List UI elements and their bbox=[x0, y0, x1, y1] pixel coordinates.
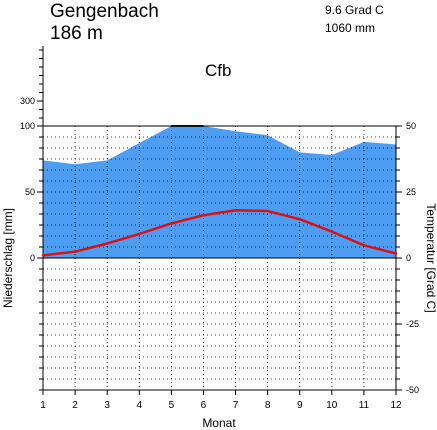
x-tick-label: 11 bbox=[359, 400, 370, 411]
temperature-point bbox=[138, 232, 141, 236]
temperature-point bbox=[234, 209, 237, 212]
x-tick-label: 9 bbox=[297, 400, 303, 411]
climate-class: Cfb bbox=[205, 61, 231, 80]
x-axis-label: Monat bbox=[202, 416, 236, 430]
temperature-point bbox=[298, 217, 301, 221]
temperature-point bbox=[202, 214, 205, 217]
y-axis-left-label: Niederschlag [mm] bbox=[1, 208, 15, 308]
x-tick-label: 2 bbox=[72, 400, 78, 411]
y-right-tick-label: 25 bbox=[406, 187, 416, 197]
temperature-point bbox=[170, 222, 173, 225]
temperature-point bbox=[41, 254, 45, 257]
y-left-tick-label: 300 bbox=[20, 96, 35, 106]
x-tick-label: 5 bbox=[169, 400, 175, 411]
x-tick-label: 7 bbox=[233, 400, 239, 411]
y-right-tick-label: 0 bbox=[406, 253, 411, 263]
y-axis-right-label: Temperatur [Grad C] bbox=[424, 203, 437, 312]
y-left-tick-label: 0 bbox=[30, 253, 35, 263]
y-right-tick-label: -50 bbox=[406, 385, 419, 395]
temperature-point bbox=[73, 250, 77, 253]
x-tick-label: 4 bbox=[136, 400, 142, 411]
y-right-tick-label: -25 bbox=[406, 319, 419, 329]
x-tick-label: 8 bbox=[265, 400, 271, 411]
x-tick-label: 1 bbox=[40, 400, 46, 411]
temperature-point bbox=[394, 252, 398, 255]
temperature-point bbox=[362, 244, 366, 247]
x-tick-label: 3 bbox=[104, 400, 110, 411]
y-left-tick-label: 50 bbox=[25, 187, 35, 197]
station-elevation: 186 m bbox=[50, 23, 103, 44]
temperature-point bbox=[266, 209, 269, 213]
annual-precipitation: 1060 mm bbox=[325, 21, 375, 35]
y-right-tick-label: 50 bbox=[406, 121, 416, 131]
temperature-point bbox=[105, 242, 109, 245]
x-tick-label: 12 bbox=[390, 400, 402, 411]
y-left-tick-label: 100 bbox=[20, 121, 35, 131]
station-name: Gengenbach bbox=[50, 1, 159, 22]
x-tick-label: 10 bbox=[326, 400, 338, 411]
x-tick-label: 6 bbox=[201, 400, 207, 411]
temperature-line bbox=[42, 208, 397, 257]
mean-temperature: 9.6 Grad C bbox=[325, 3, 384, 17]
temperature-point bbox=[330, 230, 334, 233]
